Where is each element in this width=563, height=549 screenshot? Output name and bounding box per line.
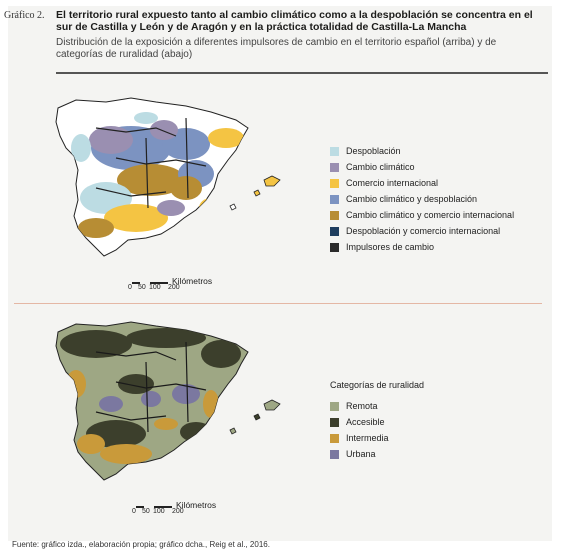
legend-swatch (330, 146, 339, 156)
legend-item: Cambio climático (330, 159, 514, 175)
legend-item: Impulsores de cambio (330, 239, 514, 255)
scale-tick: 50 (138, 284, 146, 291)
legend-label: Intermedia (346, 433, 389, 443)
scale-tick: 200 (172, 508, 184, 515)
legend-item: Comercio internacional (330, 175, 514, 191)
legend-label: Remota (346, 401, 378, 411)
scale-segment (154, 506, 172, 508)
figure-title: El territorio rural expuesto tanto al ca… (56, 9, 533, 33)
figure-label: Gráfico 2. (4, 10, 45, 21)
legend-swatch (330, 226, 339, 236)
scale-tick: 100 (153, 508, 165, 515)
legend-label: Accesible (346, 417, 385, 427)
legend-label: Despoblación y comercio internacional (346, 226, 501, 236)
legend-item: Despoblación y comercio internacional (330, 223, 514, 239)
scale-tick: 0 (132, 508, 136, 515)
legend-item: Despoblación (330, 143, 514, 159)
legend-swatch (330, 178, 339, 188)
scale-unit: Kilómetros (172, 276, 213, 286)
legend-title: Categorías de ruralidad (330, 380, 425, 390)
top-map (55, 97, 281, 257)
legend-label: Cambio climático y comercio internaciona… (346, 210, 515, 220)
top-scale-bar: Kilómetros 0 50 100 200 (128, 276, 218, 296)
section-divider (14, 303, 542, 304)
legend-swatch (330, 401, 339, 411)
scale-segment (132, 282, 140, 284)
legend-item: Accesible (330, 414, 424, 430)
scale-segment (136, 506, 144, 508)
legend-label: Cambio climático y despoblación (346, 194, 478, 204)
legend-label: Impulsores de cambio (346, 242, 435, 252)
bottom-map (55, 321, 281, 481)
legend-item: Cambio climático y despoblación (330, 191, 514, 207)
figure-source: Fuente: gráfico izda., elaboración propi… (12, 540, 270, 549)
legend-swatch (330, 162, 339, 172)
legend-swatch (330, 242, 339, 252)
header-rule (56, 72, 548, 74)
legend-swatch (330, 433, 339, 443)
bottom-map-legend: Categorías de ruralidad Remota Accesible… (330, 380, 424, 462)
scale-tick: 200 (168, 284, 180, 291)
scale-segment (150, 282, 168, 284)
legend-item: Cambio climático y comercio internaciona… (330, 207, 514, 223)
legend-label: Urbana (346, 449, 376, 459)
scale-tick: 0 (128, 284, 132, 291)
legend-swatch (330, 194, 339, 204)
legend-swatch (330, 210, 339, 220)
bottom-scale-bar: Kilómetros 0 50 100 200 (132, 500, 222, 520)
top-map-legend: Despoblación Cambio climático Comercio i… (330, 143, 514, 255)
legend-item: Remota (330, 398, 424, 414)
figure-subtitle: Distribución de la exposición a diferent… (56, 37, 497, 60)
legend-label: Despoblación (346, 146, 401, 156)
scale-tick: 100 (149, 284, 161, 291)
scale-tick: 50 (142, 508, 150, 515)
legend-swatch (330, 417, 339, 427)
legend-item: Urbana (330, 446, 424, 462)
legend-swatch (330, 449, 339, 459)
legend-label: Cambio climático (346, 162, 415, 172)
legend-label: Comercio internacional (346, 178, 439, 188)
scale-unit: Kilómetros (176, 500, 217, 510)
legend-item: Intermedia (330, 430, 424, 446)
